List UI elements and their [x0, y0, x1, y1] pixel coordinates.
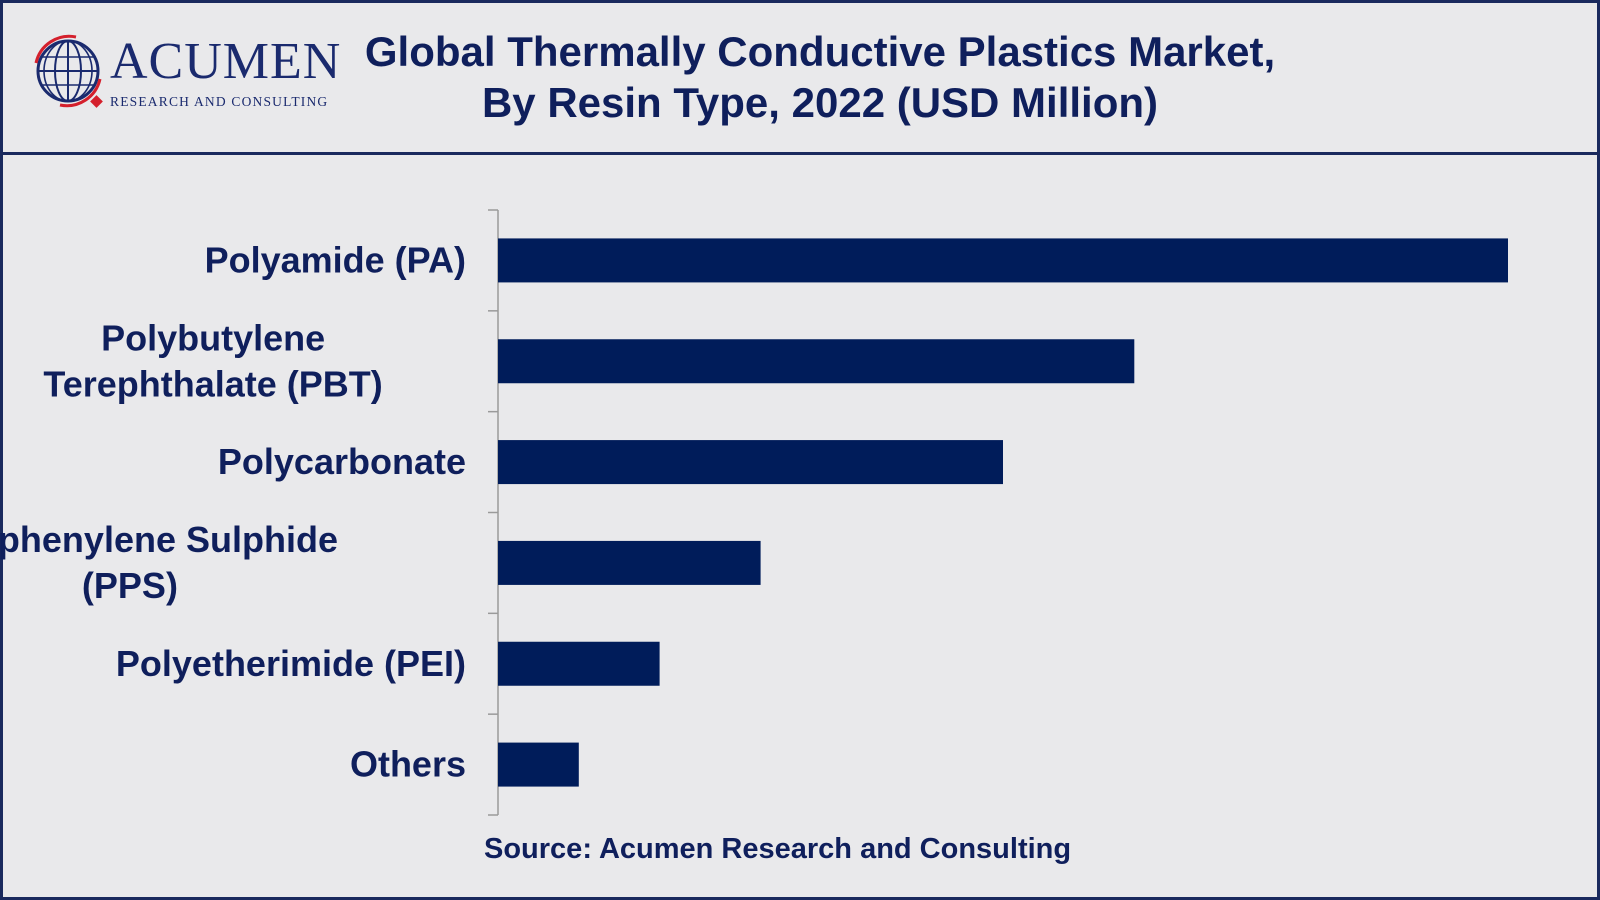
y-tick-label-5: Polyetherimide (PEI) — [116, 643, 466, 684]
y-tick-label-3: Polycarbonate — [218, 441, 466, 482]
y-tick-label-line: Polyphenylene Sulphide — [0, 519, 338, 560]
bar-6 — [498, 742, 579, 787]
bar-5 — [498, 641, 660, 686]
y-tick-label-2: Polybutylene Terephthalate (PBT) — [43, 317, 382, 404]
y-tick-label-line: Terephthalate (PBT) — [43, 363, 382, 404]
chart-title-line-1: Global Thermally Conductive Plastics Mar… — [364, 28, 1276, 75]
header: ACUMEN RESEARCH AND CONSULTING Global Th… — [0, 0, 1600, 155]
logo-wordmark: ACUMEN — [110, 33, 342, 90]
y-tick-label-line: Polybutylene — [101, 317, 325, 358]
y-tick-label-line: Others — [350, 744, 466, 785]
bar-3 — [498, 440, 1003, 485]
company-logo: ACUMEN RESEARCH AND CONSULTING — [30, 28, 340, 118]
logo-tagline: RESEARCH AND CONSULTING — [110, 94, 329, 109]
y-tick-label-line: (PPS) — [82, 565, 178, 606]
bar-1 — [498, 238, 1508, 283]
globe-icon — [34, 34, 103, 108]
chart-title: Global Thermally Conductive Plastics Mar… — [340, 26, 1300, 128]
y-tick-label-4: Polyphenylene Sulphide (PPS) — [0, 519, 338, 606]
y-tick-label-line: Polyetherimide (PEI) — [116, 643, 466, 684]
bar-chart: Polyamide (PA) Polybutylene Terephthalate … — [0, 209, 1508, 816]
source-note: Source: Acumen Research and Consulting — [484, 833, 1072, 865]
y-tick-label-line: Polycarbonate — [218, 441, 466, 482]
y-tick-label-line: Polyamide (PA) — [205, 239, 466, 280]
y-tick-label-1: Polyamide (PA) — [205, 239, 466, 280]
y-tick-label-6: Others — [350, 744, 466, 785]
chart-title-line-2: By Resin Type, 2022 (USD Million) — [481, 79, 1159, 126]
bar-4 — [498, 540, 761, 585]
bar-2 — [498, 339, 1135, 384]
